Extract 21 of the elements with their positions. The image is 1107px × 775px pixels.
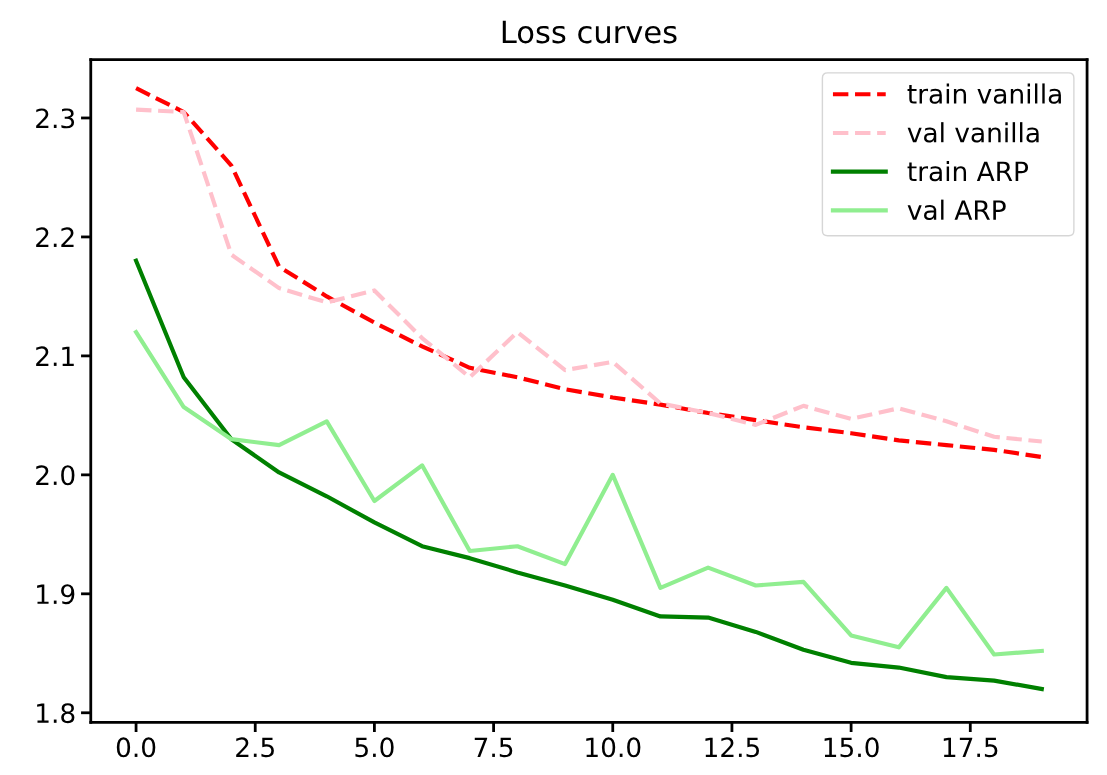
line-series (133, 258, 1044, 692)
y-tick-label: 1.9 (37, 584, 75, 605)
legend-label: val ARP (907, 199, 1006, 221)
x-tick-label: 0.0 (116, 737, 156, 758)
x-tick-label: 10.0 (586, 737, 641, 758)
x-tick-label: 15.0 (824, 737, 879, 758)
y-tick-label: 2.3 (36, 108, 75, 129)
x-tick-label: 17.5 (943, 737, 998, 758)
x-tick-label: 2.5 (236, 737, 274, 758)
y-tick-label: 2.0 (36, 465, 75, 486)
y-tick-label: 1.8 (37, 703, 75, 724)
legend-label: train vanilla (907, 83, 1061, 104)
legend-label: train ARP (907, 160, 1029, 182)
x-tick-label: 7.5 (474, 737, 513, 758)
y-tick-label: 2.2 (36, 227, 74, 247)
legend-label: val vanilla (907, 122, 1039, 143)
x-tick-label: 12.5 (705, 737, 760, 758)
chart-title: Loss curves (502, 20, 677, 44)
line-series (133, 330, 1044, 657)
x-tick-label: 5.0 (355, 737, 394, 758)
y-tick-label: 2.1 (36, 346, 74, 366)
